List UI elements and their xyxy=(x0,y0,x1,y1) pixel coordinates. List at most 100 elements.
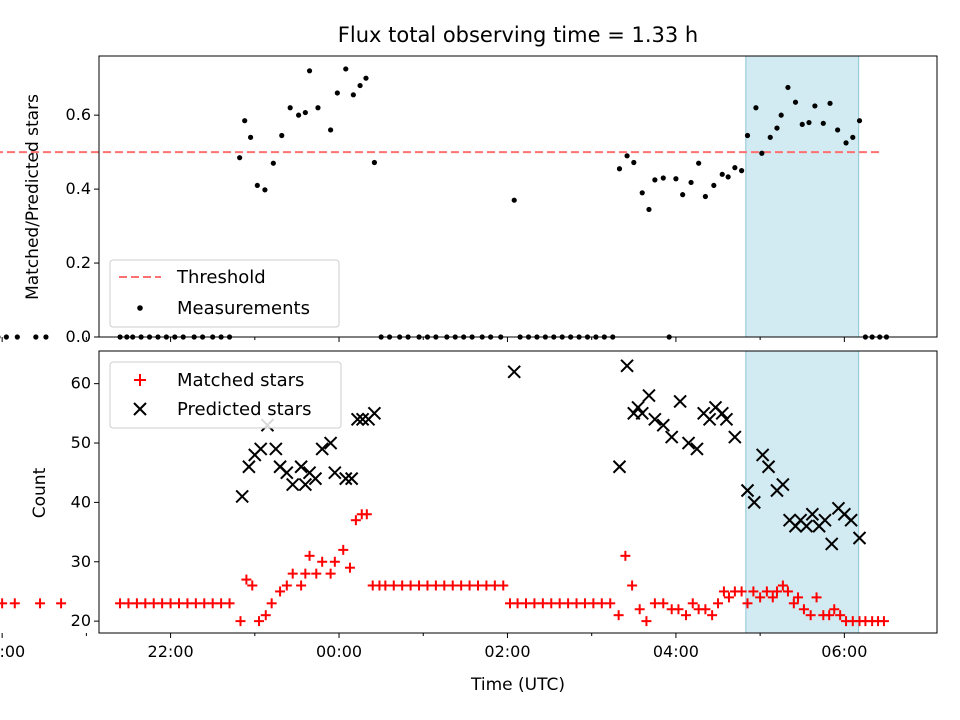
matched-stars-point xyxy=(537,598,548,609)
predicted-stars-point xyxy=(631,400,645,415)
matched-stars-point xyxy=(596,598,607,609)
matched-stars-point xyxy=(736,586,747,597)
matched-stars-point xyxy=(563,598,574,609)
measurements-point xyxy=(774,125,780,131)
matched-stars-point xyxy=(718,586,729,597)
legend-matched-marker xyxy=(134,374,146,386)
predicted-stars-point xyxy=(242,460,256,474)
measurements-point xyxy=(237,155,243,161)
measurements-point xyxy=(732,165,738,171)
predicted-stars-point xyxy=(642,388,656,403)
measurements-point xyxy=(711,182,717,189)
predicted-stars-point xyxy=(656,418,670,432)
x-axis-label: Time (UTC) xyxy=(470,675,565,695)
predicted-stars-point xyxy=(776,477,790,492)
predicted-stars-point xyxy=(286,477,300,492)
measurements-point xyxy=(350,92,356,98)
measurements-point xyxy=(3,334,9,340)
counts-legend: Matched stars Predicted stars xyxy=(109,361,342,429)
matched-stars-point xyxy=(620,550,631,561)
matched-stars-point xyxy=(546,598,557,609)
matched-stars-point xyxy=(281,580,292,591)
matched-stars-point xyxy=(767,592,778,603)
ratio-y-axis-label: Matched/Predicted stars xyxy=(23,94,43,300)
predicted-stars-point xyxy=(507,365,521,379)
matched-stars-point xyxy=(287,568,298,579)
predicted-stars-point xyxy=(740,483,755,498)
matched-stars-point xyxy=(658,598,669,609)
matched-stars-point xyxy=(713,598,724,609)
measurements-point xyxy=(639,190,645,196)
y-tick-label: 0.6 xyxy=(66,105,91,124)
predicted-stars-point xyxy=(681,436,696,450)
ratio-panel-frame xyxy=(98,55,938,338)
measurements-point xyxy=(652,177,658,183)
matched-stars-point xyxy=(207,598,218,609)
measurements-point xyxy=(688,179,694,186)
matched-stars-point xyxy=(571,598,582,609)
matched-stars-point xyxy=(115,598,126,609)
measurements-point xyxy=(725,174,731,180)
measurements-point xyxy=(744,132,751,139)
predicted-stars-point xyxy=(612,460,627,474)
matched-stars-point xyxy=(829,604,840,615)
matched-stars-point xyxy=(472,580,483,591)
matched-stars-point xyxy=(304,550,315,561)
highlight-band xyxy=(745,55,860,338)
matched-stars-point xyxy=(649,598,660,609)
matched-stars-point xyxy=(554,598,565,609)
matched-stars-point xyxy=(782,586,793,597)
matched-stars-point xyxy=(788,598,799,609)
predicted-stars-point xyxy=(702,412,717,426)
measurements-point xyxy=(673,176,679,182)
measurements-point xyxy=(696,160,702,166)
legend-measurements-label: Measurements xyxy=(177,298,310,319)
matched-stars-point xyxy=(627,580,638,591)
predicted-stars-point xyxy=(367,406,382,421)
predicted-stars-point xyxy=(344,471,359,486)
matched-stars-point xyxy=(397,580,408,591)
matched-stars-point xyxy=(148,598,159,609)
measurements-point xyxy=(778,112,784,118)
y-tick-label: 60 xyxy=(71,374,91,393)
matched-stars-point xyxy=(641,616,652,627)
measurements-point xyxy=(270,160,276,166)
predicted-stars-point xyxy=(715,406,729,421)
predicted-stars-point xyxy=(747,495,761,510)
matched-stars-point xyxy=(824,610,835,621)
matched-stars-point xyxy=(793,592,804,603)
matched-stars-point xyxy=(613,610,624,621)
matched-stars-point xyxy=(224,598,235,609)
predicted-stars-point xyxy=(690,442,704,456)
matched-stars-point xyxy=(805,610,816,621)
predicted-stars-point xyxy=(852,531,867,545)
matched-stars-point xyxy=(260,610,271,621)
matched-stars-point xyxy=(687,598,698,609)
legend-measurements-marker xyxy=(137,305,143,311)
matched-stars-point xyxy=(165,598,176,609)
predicted-stars-point xyxy=(799,519,814,533)
legend-threshold-label: Threshold xyxy=(176,267,266,288)
measurements-point xyxy=(254,182,260,189)
y-tick-label: 0.0 xyxy=(66,327,91,346)
matched-stars-point xyxy=(634,604,645,615)
predicted-stars-point xyxy=(719,412,734,426)
predicted-stars-point xyxy=(648,412,662,426)
measurements-point xyxy=(719,171,725,177)
matched-stars-point xyxy=(811,592,822,603)
predicted-stars-point xyxy=(761,460,776,474)
measurements-point xyxy=(363,75,369,81)
matched-stars-point xyxy=(123,598,134,609)
matched-stars-point xyxy=(405,580,416,591)
matched-stars-point xyxy=(700,604,711,615)
predicted-stars-point xyxy=(269,442,283,456)
predicted-stars-point xyxy=(280,465,294,480)
measurements-point xyxy=(302,109,308,116)
counts-panel: 203040506018:0020:0022:0000:0002:0004:00… xyxy=(0,350,938,661)
matched-stars-point xyxy=(673,604,684,615)
predicted-stars-point xyxy=(328,465,342,480)
matched-stars-point xyxy=(835,610,846,621)
measurements-point xyxy=(631,159,637,166)
matched-stars-point xyxy=(338,544,349,555)
matched-stars-point xyxy=(755,592,766,603)
